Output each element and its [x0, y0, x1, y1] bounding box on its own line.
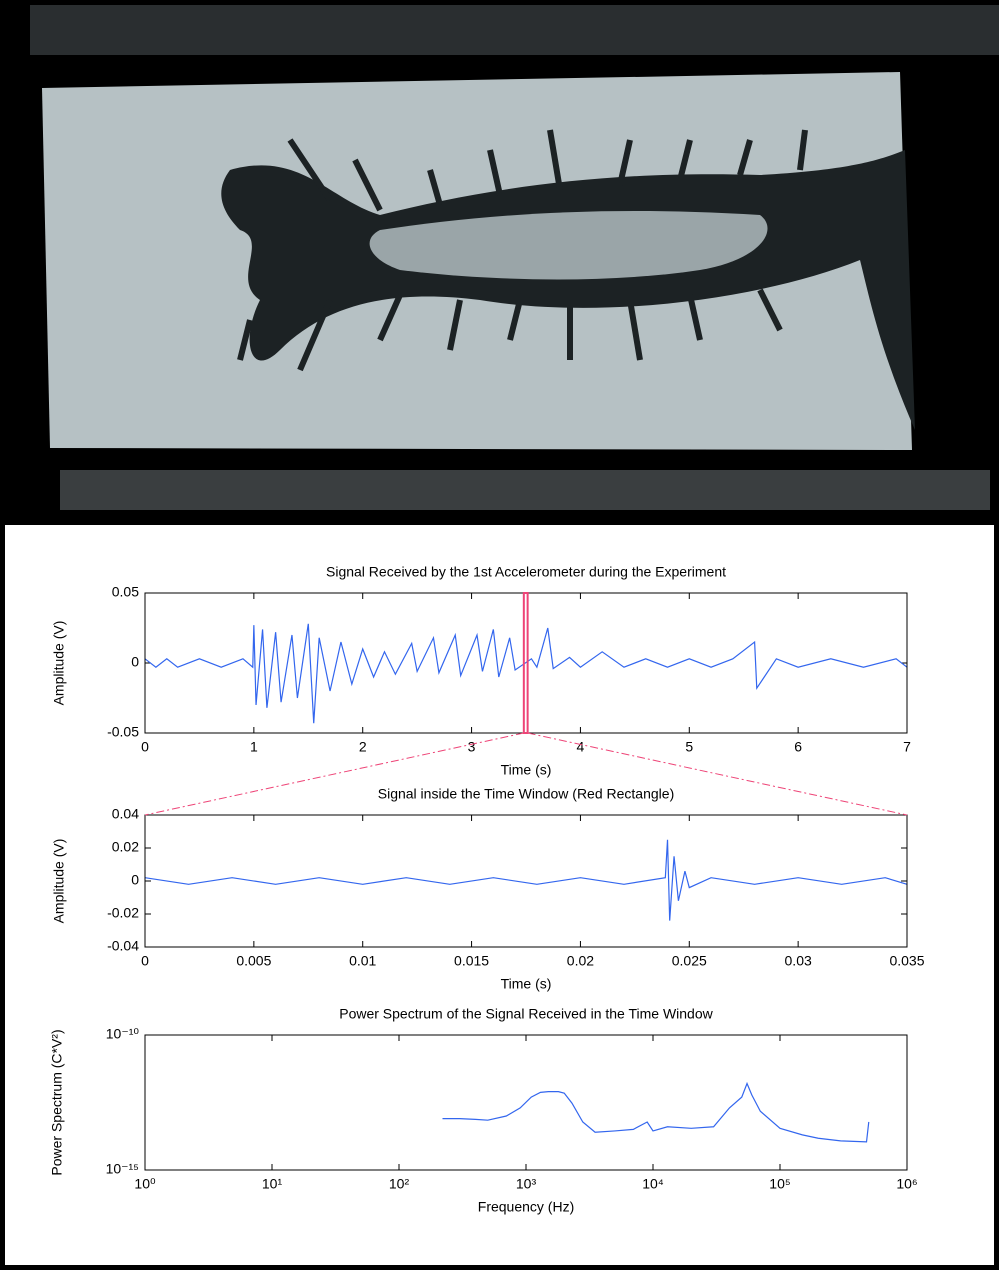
x-tick-label: 2: [359, 739, 367, 755]
x-tick-label: 3: [468, 739, 476, 755]
plot-panel: [5, 525, 994, 1265]
chart-title: Signal inside the Time Window (Red Recta…: [378, 786, 674, 802]
time-window: [522, 592, 529, 734]
x-tick-label: 0: [141, 739, 149, 755]
axes-box: [144, 1034, 908, 1171]
y-tick-label: 0: [131, 872, 139, 888]
x-tick-label: 10²: [389, 1176, 410, 1192]
x-tick-label: 0.025: [672, 953, 707, 969]
y-tick-label: -0.02: [107, 905, 139, 921]
zoom-connector: [144, 732, 524, 816]
photo-edge: [30, 5, 999, 55]
x-tick-label: 0.015: [454, 953, 489, 969]
x-tick-label: 10¹: [262, 1176, 283, 1192]
x-tick-label: 6: [794, 739, 802, 755]
y-axis-label: Amplitude (V): [51, 621, 67, 706]
x-tick-label: 0.01: [349, 953, 376, 969]
chart-title: Signal Received by the 1st Accelerometer…: [326, 564, 726, 580]
x-tick-label: 0.035: [889, 953, 924, 969]
x-tick-label: 0.005: [236, 953, 271, 969]
x-tick-label: 10⁶: [896, 1176, 917, 1192]
x-tick-label: 10⁰: [134, 1176, 156, 1192]
signal-line: [442, 1081, 870, 1143]
branches: [237, 129, 808, 372]
y-tick-label: 0: [131, 654, 139, 670]
signal-line: [144, 839, 908, 921]
x-axis-label: Time (s): [501, 762, 552, 778]
y-tick-label: 0.04: [112, 806, 139, 822]
x-tick-label: 0: [141, 953, 149, 969]
x-tick-label: 10⁴: [642, 1176, 664, 1192]
x-tick-label: 7: [903, 739, 911, 755]
y-tick-label: 10⁻¹⁰: [106, 1026, 140, 1042]
plots: Signal Received by the 1st Accelerometer…: [49, 564, 925, 1215]
chart-title: Power Spectrum of the Signal Received in…: [339, 1006, 713, 1022]
x-axis-label: Time (s): [501, 976, 552, 992]
x-tick-label: 10⁵: [769, 1176, 790, 1192]
x-tick-label: 1: [250, 739, 258, 755]
x-tick-label: 5: [685, 739, 693, 755]
y-tick-label: 0.02: [112, 839, 139, 855]
zoom-connector: [527, 732, 908, 816]
y-tick-label: -0.05: [107, 724, 139, 740]
x-tick-label: 0.03: [785, 953, 812, 969]
tree-pattern: [369, 210, 768, 280]
signal-line: [144, 623, 908, 724]
y-axis-label: Amplitude (V): [51, 839, 67, 924]
photo-edge: [60, 470, 990, 510]
y-tick-label: 0.05: [112, 584, 139, 600]
x-tick-label: 10³: [516, 1176, 537, 1192]
x-axis-label: Frequency (Hz): [478, 1199, 574, 1215]
x-tick-label: 0.02: [567, 953, 594, 969]
x-tick-label: 4: [577, 739, 585, 755]
axes-box: [144, 814, 908, 948]
photo: [30, 5, 999, 510]
y-axis-label: Power Spectrum (C*V²): [49, 1029, 65, 1175]
y-tick-label: 10⁻¹⁵: [106, 1161, 139, 1177]
y-tick-label: -0.04: [107, 938, 139, 954]
